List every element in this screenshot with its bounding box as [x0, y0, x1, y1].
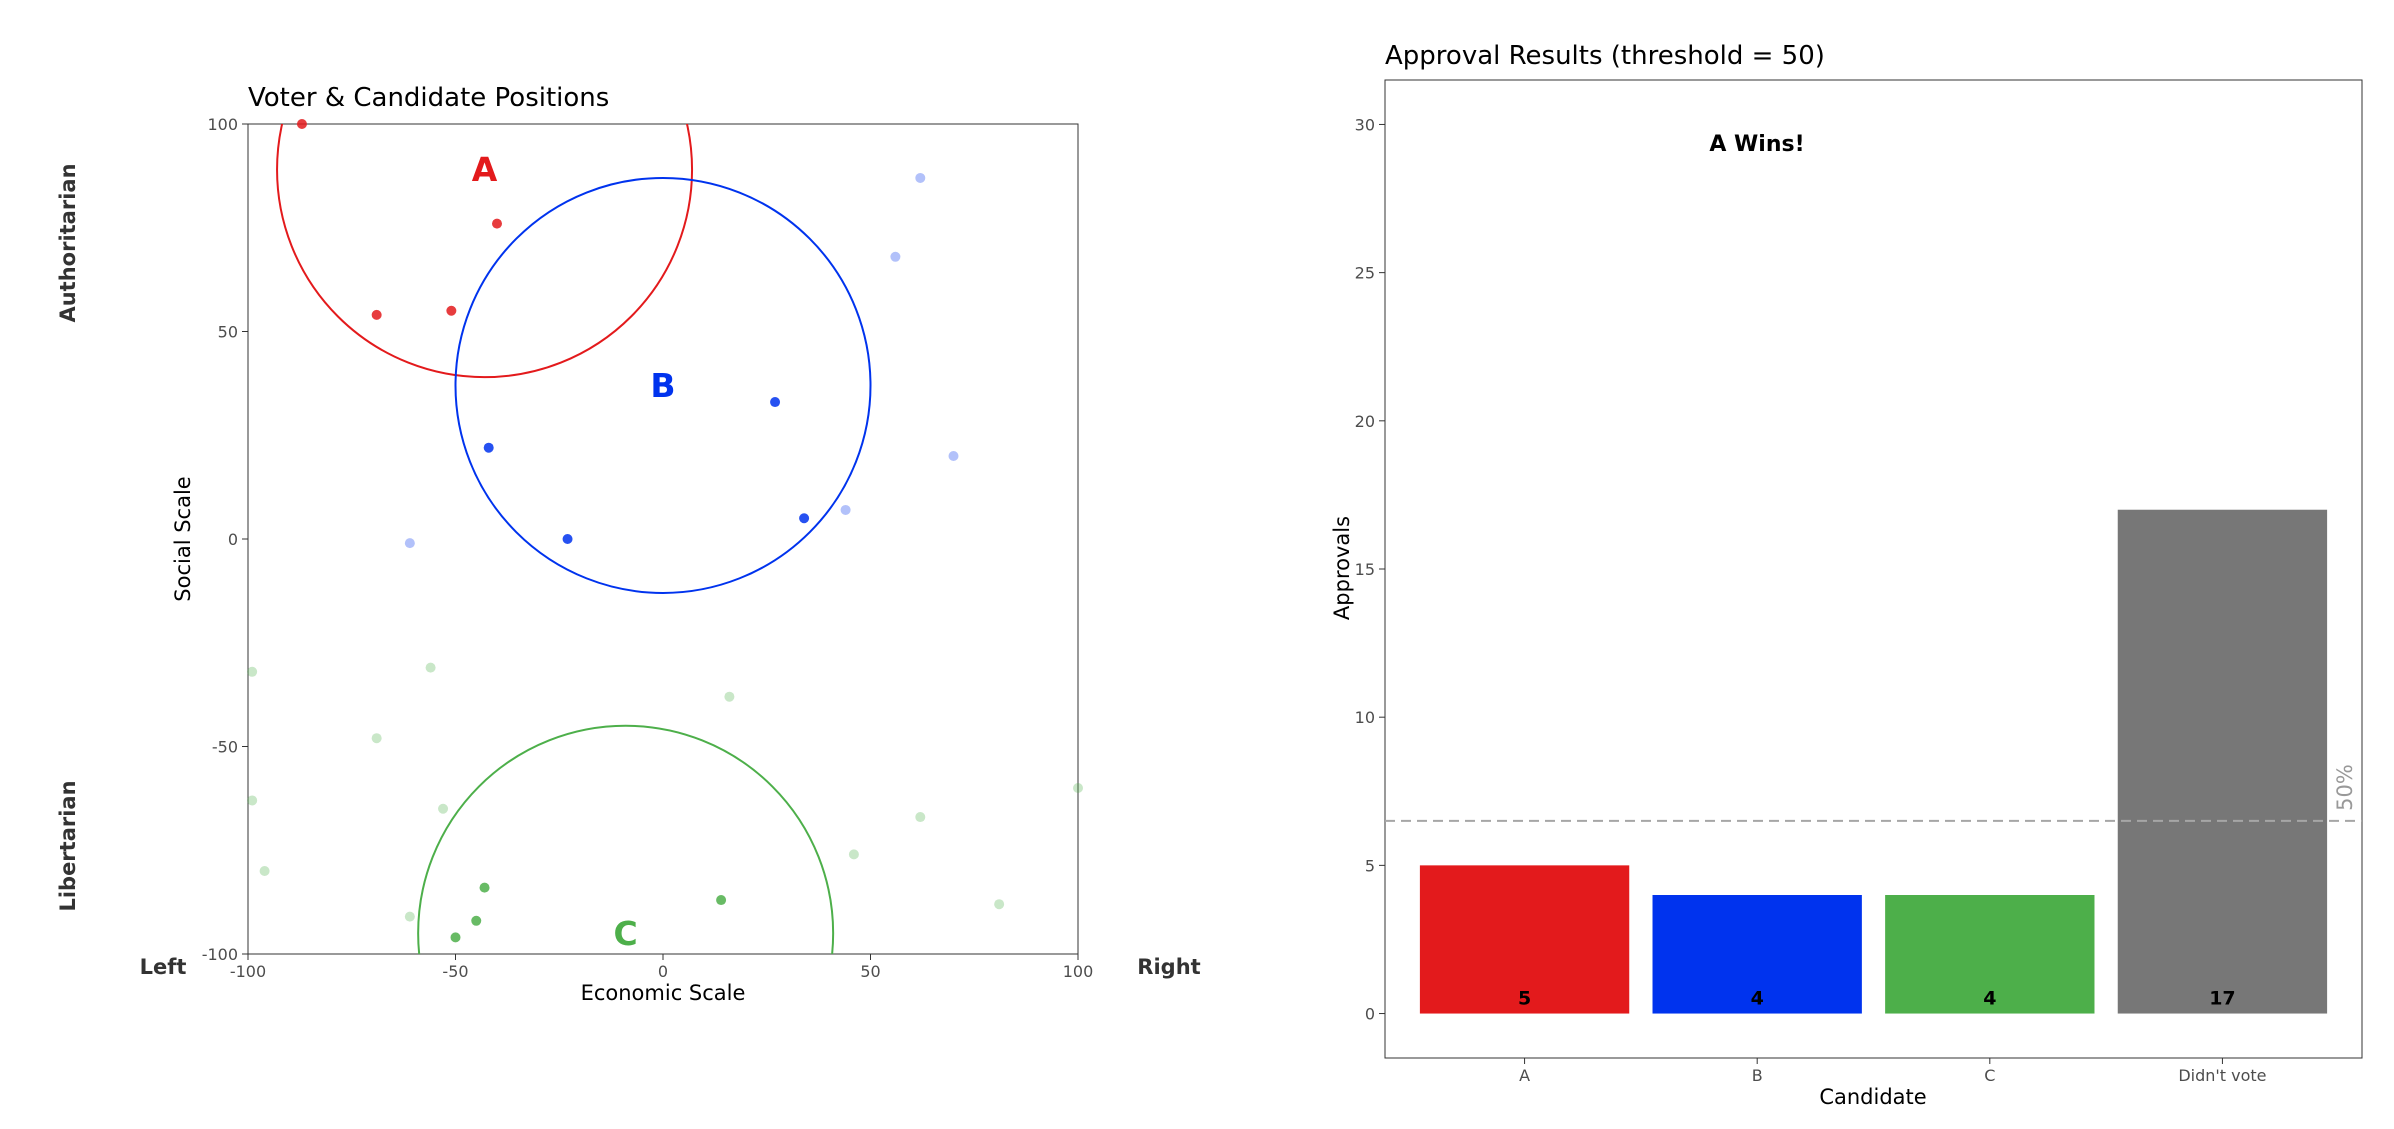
bar-y-axis-title: Approvals — [1330, 516, 1354, 620]
scatter-title: Voter & Candidate Positions — [248, 83, 609, 113]
y-tick-label: 0 — [228, 530, 238, 549]
candidate-labels: A B C — [472, 150, 676, 953]
voter-point — [247, 795, 258, 806]
voter-point — [840, 504, 851, 515]
voter-point — [296, 119, 307, 129]
voter-point — [890, 251, 901, 262]
bar-value-label: 5 — [1518, 988, 1531, 1010]
y-axis-ticks: -100 -50 0 50 100 — [202, 115, 248, 964]
bar-4 — [2117, 509, 2328, 1014]
voter-point — [716, 895, 727, 906]
bar-title: Approval Results (threshold = 50) — [1385, 41, 1825, 71]
x-end-label-right: Right — [1137, 955, 1200, 979]
voter-point — [724, 691, 735, 702]
winner-annotation: A Wins! — [1709, 132, 1804, 157]
bar-y-axis-ticks: 0 5 10 15 20 25 30 — [1355, 115, 1385, 1024]
bars: 5 4 4 17 — [1419, 509, 2328, 1014]
bar-x-axis-ticks: A B C Didn't vote — [1519, 1058, 2267, 1085]
approval-circle-b — [454, 176, 872, 594]
x-tick-label: 50 — [860, 962, 880, 981]
y-axis-title: Social Scale — [171, 476, 195, 601]
voter-point — [799, 513, 810, 524]
y-end-label-top: Authoritarian — [56, 163, 80, 322]
x-tick-label: -50 — [442, 962, 468, 981]
voter-point — [848, 849, 859, 860]
voter-point — [915, 172, 926, 183]
approval-circles — [276, 124, 872, 954]
voter-point — [404, 911, 415, 922]
scatter-plot-frame — [247, 123, 1079, 955]
voter-point — [483, 442, 494, 453]
approval-circle-c — [417, 724, 835, 954]
bar-x-tick-label: A — [1519, 1066, 1530, 1085]
bar-value-label: 4 — [1983, 988, 1996, 1010]
voter-point — [450, 932, 461, 943]
threshold-label: 50% — [2333, 764, 2357, 811]
voter-point — [479, 882, 490, 893]
bar-2 — [1652, 895, 1862, 1014]
bar-x-axis-title: Candidate — [1819, 1085, 1926, 1109]
bar-y-tick-label: 0 — [1365, 1005, 1375, 1024]
bar-x-tick-label: Didn't vote — [2178, 1066, 2266, 1085]
y-tick-label: 100 — [207, 115, 238, 134]
bar-y-tick-label: 10 — [1355, 708, 1375, 727]
voter-point — [915, 812, 926, 823]
y-tick-label: -100 — [202, 945, 238, 964]
voter-point — [371, 309, 382, 320]
voter-point — [471, 915, 482, 926]
bar-y-tick-label: 20 — [1355, 412, 1375, 431]
approval-circle-a — [276, 124, 693, 379]
bar-x-tick-label: B — [1752, 1066, 1763, 1085]
y-tick-label: -50 — [212, 738, 238, 757]
bar-value-label: 4 — [1751, 988, 1764, 1010]
candidate-label-c: C — [614, 914, 638, 953]
voter-point — [492, 218, 502, 229]
bar-y-tick-label: 25 — [1355, 264, 1375, 283]
bar-x-tick-label: C — [1984, 1066, 1995, 1085]
bar-value-label: 17 — [2209, 988, 2235, 1010]
scatter-panel: Voter & Candidate Positions A B C -100 -50 0… — [56, 83, 1201, 1005]
x-tick-label: 100 — [1063, 962, 1094, 981]
voter-point — [425, 662, 436, 673]
x-axis-title: Economic Scale — [581, 981, 746, 1005]
bar-3 — [1885, 895, 2095, 1014]
bar-1 — [1419, 865, 1630, 1014]
candidate-label-a: A — [472, 150, 498, 189]
voter-point — [247, 666, 258, 677]
voter-point — [770, 397, 781, 408]
bar-panel: Approval Results (threshold = 50) 0 5 10 15… — [1330, 41, 2363, 1109]
y-tick-label: 50 — [218, 323, 238, 342]
bar-y-tick-label: 30 — [1355, 115, 1375, 134]
voter-point — [404, 538, 415, 549]
candidate-label-b: B — [650, 366, 675, 405]
bar-y-tick-label: 5 — [1365, 856, 1375, 875]
x-tick-label: -100 — [230, 962, 266, 981]
voter-point — [438, 803, 449, 814]
voter-point — [371, 733, 382, 744]
voter-point — [1073, 783, 1083, 793]
bar-y-tick-label: 15 — [1355, 560, 1375, 579]
threshold-line-group: 50% — [1385, 764, 2362, 822]
voter-point — [994, 899, 1005, 910]
voter-points — [247, 119, 1083, 943]
x-axis-ticks: -100 -50 0 50 100 — [230, 954, 1093, 981]
voter-point — [259, 866, 270, 876]
voter-point — [562, 534, 573, 544]
voter-point — [948, 451, 959, 461]
x-tick-label: 0 — [658, 962, 668, 981]
voter-point — [446, 305, 457, 316]
y-end-label-bottom: Libertarian — [56, 780, 80, 911]
x-end-label-left: Left — [140, 955, 187, 979]
